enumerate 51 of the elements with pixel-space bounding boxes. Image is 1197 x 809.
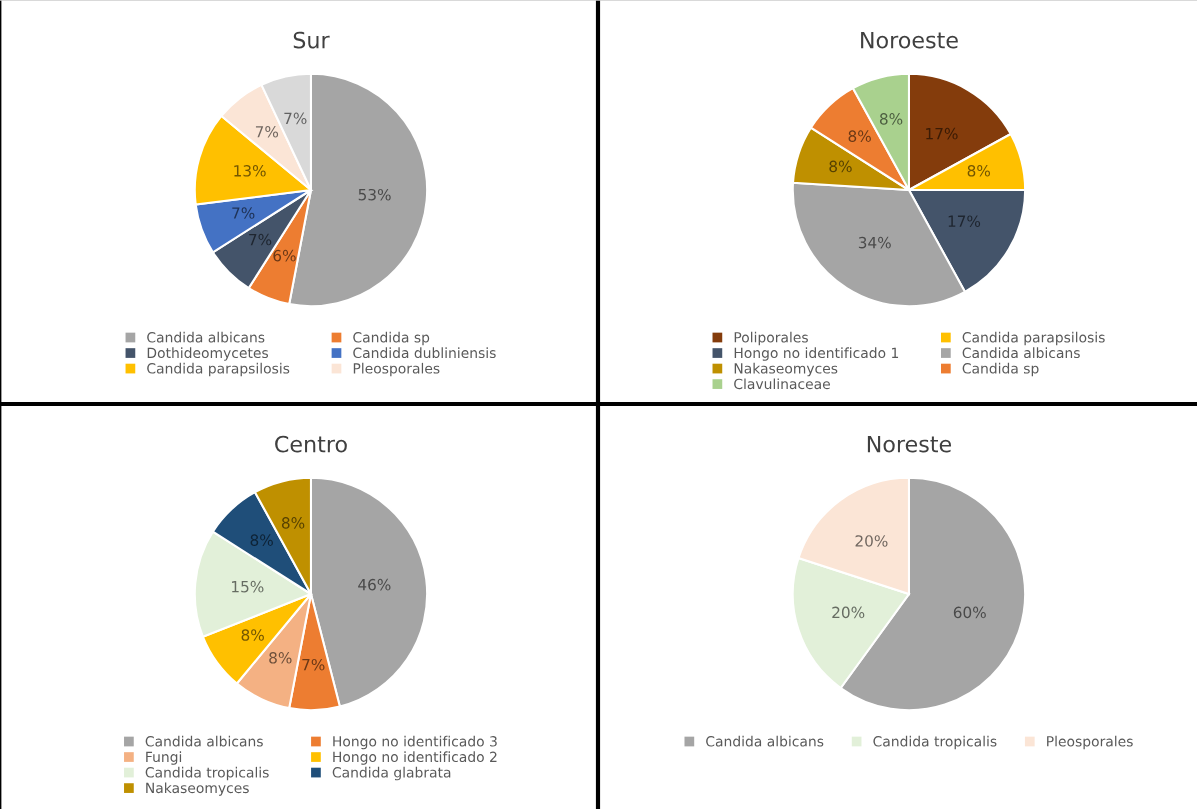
chart-title: Centro	[275, 435, 347, 453]
data-label: 6%	[273, 249, 296, 262]
data-label: 8%	[269, 652, 292, 664]
data-label: 7%	[232, 207, 255, 219]
legend-label: Hongo no identificado 2	[333, 751, 497, 765]
data-label: 20%	[855, 535, 888, 547]
data-label: 17%	[948, 215, 981, 227]
chart-title: Noroeste	[861, 31, 958, 49]
legend-label: Clavulinaceae	[734, 378, 830, 390]
data-label: 20%	[832, 606, 865, 619]
legend-label: Hongo no identificado 3	[333, 735, 497, 750]
legend-label: Candida parapsilosis	[962, 331, 1105, 346]
legend-label: Candida albicans	[962, 347, 1080, 359]
data-label: 8%	[829, 160, 852, 173]
legend-label: Fungi	[146, 751, 182, 765]
data-label: 7%	[249, 233, 272, 246]
data-label: 17%	[926, 127, 958, 140]
data-label: 8%	[879, 113, 903, 125]
legend-label: Candida sp	[353, 331, 430, 346]
data-label: 7%	[255, 125, 279, 138]
legend-label: Hongo no identificado 1	[734, 347, 899, 361]
legend-label: Poliporales	[734, 331, 808, 346]
data-label: 8%	[848, 130, 871, 142]
legend-label: Candida albicans	[145, 735, 263, 747]
legend-label: Candida parapsilosis	[147, 362, 290, 377]
data-label: 53%	[358, 188, 391, 201]
data-label: 8%	[241, 629, 264, 641]
data-label: 8%	[281, 517, 305, 529]
data-label: 13%	[234, 165, 266, 177]
legend-label: Candida dubliniensis	[353, 347, 496, 359]
legend-label: Candida albicans	[706, 735, 824, 747]
data-label: 46%	[358, 578, 391, 591]
legend-label: Candida sp	[962, 362, 1039, 377]
data-label: 15%	[232, 580, 264, 593]
legend-label: Dothideomycetes	[147, 347, 269, 361]
legend-label: Pleosporales	[353, 362, 440, 377]
data-label: 34%	[858, 236, 891, 249]
data-label: 7%	[302, 658, 325, 671]
legend-label: Nakaseomyces	[734, 362, 838, 377]
data-label: 60%	[953, 606, 986, 619]
legend-label: Nakaseomyces	[146, 782, 249, 796]
legend-label: Candida albicans	[147, 331, 265, 343]
data-label: 8%	[250, 534, 273, 546]
chart-title: Sur	[293, 31, 330, 49]
legend-label: Candida glabrata	[332, 766, 451, 781]
chart-title: Noreste	[867, 435, 952, 453]
data-label: 8%	[967, 164, 991, 177]
legend-label: Candida tropicalis	[145, 766, 269, 781]
data-label: 7%	[284, 112, 307, 125]
legend-label: Candida tropicalis	[873, 735, 997, 750]
legend-label: Pleosporales	[1047, 735, 1133, 750]
